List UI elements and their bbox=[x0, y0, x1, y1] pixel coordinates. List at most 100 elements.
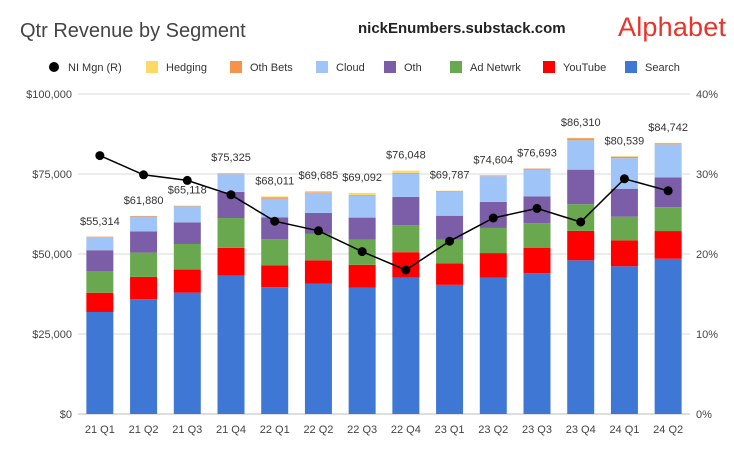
total-data-label: $69,685 bbox=[299, 170, 339, 182]
bar-segment bbox=[479, 253, 507, 278]
bar-segment bbox=[261, 265, 289, 288]
total-data-label: $76,693 bbox=[517, 148, 557, 160]
bar-segment bbox=[479, 227, 507, 254]
bar-segment bbox=[567, 138, 595, 141]
source-label: nickEnumbers.substack.com bbox=[358, 20, 566, 37]
bar-segment bbox=[654, 231, 682, 259]
ni-margin-point bbox=[576, 217, 586, 227]
bar-segment bbox=[392, 170, 420, 173]
ni-margin-point bbox=[401, 265, 411, 275]
bar-segment bbox=[261, 197, 289, 199]
bar-segment bbox=[130, 252, 158, 277]
bar-segment bbox=[217, 173, 245, 175]
bar-segment bbox=[173, 205, 201, 207]
bar-segment bbox=[261, 196, 289, 198]
bar-segment bbox=[217, 172, 245, 174]
bar-segment bbox=[304, 260, 332, 284]
ni-margin-point bbox=[619, 174, 629, 184]
legend-swatch bbox=[146, 61, 158, 73]
legend-label: Ad Netwrk bbox=[470, 62, 521, 74]
x-tick-label: 21 Q3 bbox=[172, 424, 202, 436]
x-tick-label: 21 Q2 bbox=[129, 424, 159, 436]
bar-segment bbox=[654, 144, 682, 178]
bar-segment bbox=[610, 216, 638, 241]
ni-margin-point bbox=[95, 151, 105, 161]
bar-segment bbox=[479, 175, 507, 176]
bar-segment bbox=[567, 140, 595, 170]
y-left-tick-label: $100,000 bbox=[26, 89, 72, 101]
bar-segment bbox=[348, 264, 376, 288]
ni-margin-point bbox=[663, 186, 673, 196]
ni-margin-point bbox=[445, 236, 455, 246]
bar-segment bbox=[392, 196, 420, 226]
total-data-label: $69,787 bbox=[430, 170, 470, 182]
bar-segment bbox=[304, 192, 332, 193]
bar-segment bbox=[261, 287, 289, 414]
legend-label: YouTube bbox=[563, 62, 606, 74]
bar-segment bbox=[523, 273, 551, 414]
x-tick-label: 24 Q2 bbox=[653, 424, 683, 436]
bar-segment bbox=[479, 176, 507, 202]
bar-segment bbox=[392, 173, 420, 197]
bar-segment bbox=[392, 277, 420, 414]
ni-margin-line bbox=[99, 154, 669, 271]
bar-segment bbox=[567, 137, 595, 139]
total-data-label: $65,118 bbox=[168, 185, 207, 197]
bar-segment bbox=[348, 217, 376, 240]
bar-segment bbox=[436, 190, 464, 192]
bar-segment bbox=[86, 250, 114, 272]
y-left-tick-label: $25,000 bbox=[32, 329, 72, 341]
y-right-tick-label: 20% bbox=[696, 249, 718, 261]
legend-marker bbox=[49, 62, 59, 72]
bar-segment bbox=[610, 158, 638, 189]
legend-swatch bbox=[450, 61, 462, 73]
total-data-label: $69,092 bbox=[342, 172, 382, 184]
bar-segment bbox=[86, 311, 114, 414]
legend-label: Cloud bbox=[336, 62, 365, 74]
bar-segment bbox=[348, 192, 376, 195]
x-tick-label: 21 Q1 bbox=[85, 424, 115, 436]
bar-segment bbox=[86, 271, 114, 293]
total-data-label: $84,742 bbox=[648, 122, 688, 134]
bar-segment bbox=[217, 218, 245, 248]
bar-segment bbox=[610, 156, 638, 159]
bar-segment bbox=[217, 247, 245, 276]
bar-segment bbox=[610, 156, 638, 157]
legend-swatch bbox=[543, 61, 555, 73]
total-data-label: $80,539 bbox=[605, 135, 645, 147]
legend-swatch bbox=[230, 61, 242, 73]
ni-margin-point bbox=[139, 170, 149, 180]
bar-segment bbox=[304, 233, 332, 261]
legend-label: NI Mgn (R) bbox=[68, 62, 122, 74]
bar-segment bbox=[86, 292, 114, 312]
y-right-tick-label: 0% bbox=[696, 409, 712, 421]
bar-segment bbox=[436, 190, 464, 192]
total-data-label: $61,880 bbox=[124, 195, 164, 207]
x-tick-label: 22 Q4 bbox=[391, 424, 421, 436]
legend-swatch bbox=[625, 61, 637, 73]
bar-segment bbox=[217, 174, 245, 192]
bar-segment bbox=[610, 266, 638, 414]
bar-segment bbox=[392, 225, 420, 253]
brand-logo: Alphabet bbox=[618, 12, 727, 42]
bar-segment bbox=[217, 275, 245, 414]
bar-segment bbox=[173, 206, 201, 223]
bar-segment bbox=[610, 240, 638, 267]
y-left-tick-label: $75,000 bbox=[32, 169, 72, 181]
bar-segment bbox=[654, 258, 682, 414]
ni-margin-point bbox=[182, 175, 192, 185]
bar-segment bbox=[86, 236, 114, 238]
bar-segment bbox=[304, 283, 332, 414]
bar-segment bbox=[130, 231, 158, 253]
bar-segment bbox=[130, 276, 158, 300]
ni-margin-point bbox=[532, 203, 542, 213]
ni-margin-point bbox=[226, 190, 236, 200]
bar-segment bbox=[436, 284, 464, 414]
bar-segment bbox=[173, 222, 201, 244]
bar-segment bbox=[436, 215, 464, 240]
bar-segment bbox=[654, 142, 682, 144]
total-data-label: $76,048 bbox=[386, 150, 426, 162]
legend-swatch bbox=[316, 61, 328, 73]
x-tick-label: 23 Q1 bbox=[435, 424, 465, 436]
